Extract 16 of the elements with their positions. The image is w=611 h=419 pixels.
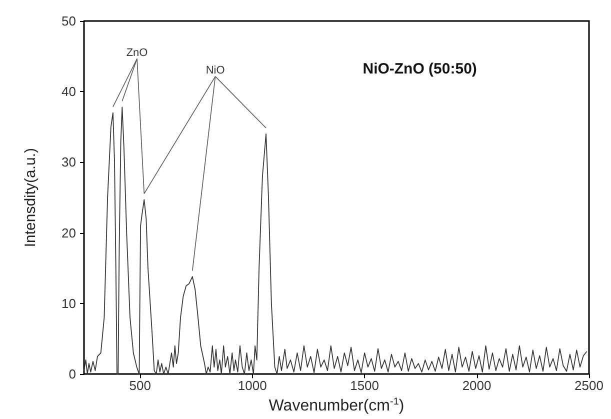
text: NiO-ZnO (50:50) <box>362 60 477 78</box>
x-tick-label: 2000 <box>462 378 492 394</box>
y-tick-label: 10 <box>62 296 76 311</box>
x-tick-label: 500 <box>129 378 151 394</box>
y-tick-label: 0 <box>68 366 76 382</box>
y-tick-label: 20 <box>62 225 76 240</box>
x-tick-label: 1500 <box>350 378 380 394</box>
x-tick-label: 2500 <box>574 378 604 394</box>
y-tick-label: 40 <box>62 84 76 100</box>
y-tick-label: 50 <box>62 14 76 28</box>
annotation: NiO <box>206 64 226 76</box>
line-series <box>84 106 588 375</box>
y-tick-label: 30 <box>62 154 76 170</box>
x-tick-label: 1000 <box>238 378 267 394</box>
y-axis-title: Intensdity(a.u.) <box>22 148 39 248</box>
annotation: ZnO <box>126 46 148 59</box>
